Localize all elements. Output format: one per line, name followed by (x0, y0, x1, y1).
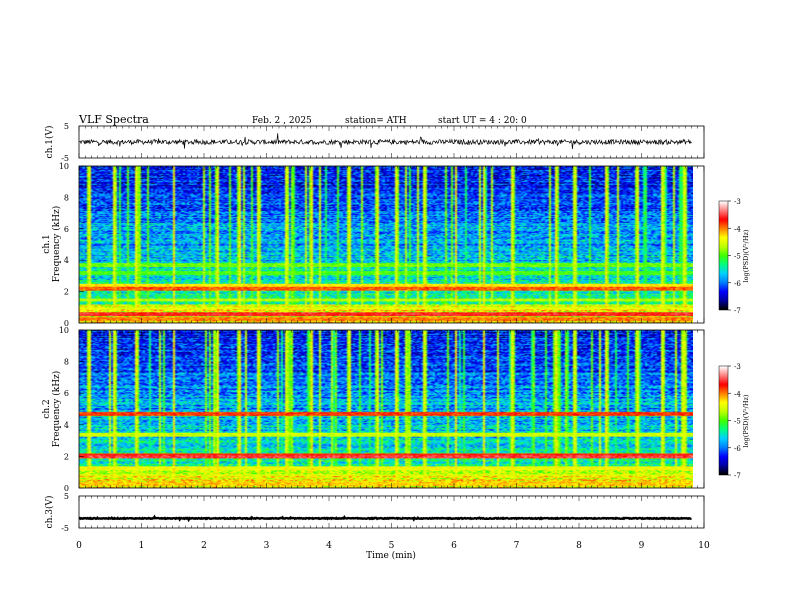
x-tick-label: 2 (201, 541, 207, 551)
ch1-colorbar-label: log(PSD)(V²/Hz) (742, 229, 750, 282)
ch2-spectrogram-ytick-label: 6 (64, 389, 69, 398)
x-tick-label: 3 (264, 541, 270, 551)
ch2-colorbar-tick-label: -7 (734, 472, 741, 480)
ch2-spectrogram-ylabel-channel: ch.2 (42, 399, 52, 418)
ch2-spectrogram-ytick-label: 0 (64, 484, 69, 493)
ch1-colorbar-tick-label: -5 (734, 253, 741, 261)
ch1-spectrogram-ytick-label: 6 (64, 225, 69, 234)
ch1-ytick-bottom: -5 (61, 154, 69, 163)
ch1-waveform-panel: 5 -5 ch.1(V) (44, 122, 705, 163)
ch3-waveform-series (78, 514, 692, 523)
ch2-spectrogram-ytick-label: 2 (64, 452, 69, 461)
x-tick-label: 4 (326, 541, 332, 551)
ch2-spectrogram-ylabel-frequency: Frequency (kHz) (51, 371, 62, 448)
ch1-spectrogram-ytick-label: 4 (64, 256, 69, 265)
ch1-colorbar-tick-label: -4 (734, 225, 741, 233)
ch3-ytick-bottom: -5 (61, 524, 69, 533)
x-tick-label: 7 (514, 541, 520, 551)
x-tick-label: 8 (576, 541, 582, 551)
ch1-colorbar-tick-label: -6 (734, 280, 741, 288)
ch2-colorbar (719, 366, 728, 475)
ch1-spectrogram-image (79, 166, 693, 323)
ch2-colorbar-tick-label: -4 (734, 390, 741, 398)
x-tick-label: 9 (639, 541, 645, 551)
ch3-ytick-top: 5 (64, 492, 69, 501)
x-axis-label: Time (min) (366, 550, 416, 561)
ch2-colorbar-label: log(PSD)(V²/Hz) (742, 394, 750, 447)
ch1-ylabel: ch.1(V) (44, 126, 55, 159)
ch1-waveform-series (78, 133, 692, 150)
ch1-spectrogram-ylabel-frequency: Frequency (kHz) (51, 206, 62, 283)
ch1-colorbar (719, 201, 728, 310)
ch1-spectrogram-ytick-label: 10 (59, 162, 69, 171)
ch1-colorbar-tick-label: -7 (734, 307, 741, 315)
start-time-label: start UT = 4 : 20: 0 (438, 116, 527, 126)
ch2-colorbar-tick-label: -5 (734, 418, 741, 426)
x-tick-label: 10 (698, 541, 710, 551)
station-label: station= ATH (345, 116, 407, 126)
ch3-waveform-panel: 5 -5 ch.3(V) (44, 492, 705, 533)
ch2-spectrogram-ytick-label: 10 (59, 326, 69, 335)
ch2-colorbar-tick-label: -3 (734, 363, 741, 371)
x-tick-label: 0 (76, 541, 82, 551)
ch3-ylabel: ch.3(V) (44, 496, 55, 529)
ch1-spectrogram-ylabel-channel: ch.1 (42, 234, 52, 253)
x-tick-label: 6 (451, 541, 457, 551)
x-tick-label: 5 (389, 541, 395, 551)
ch2-spectrogram-image (79, 330, 693, 488)
date-label: Feb. 2 , 2025 (252, 116, 312, 126)
ch2-colorbar-tick-label: -6 (734, 445, 741, 453)
figure-title: VLF Spectra (78, 113, 149, 126)
ch2-spectrogram-ytick-label: 4 (64, 421, 69, 430)
ch1-spectrogram-ytick-label: 2 (64, 288, 69, 297)
ch1-spectrogram-ytick-label: 0 (64, 319, 69, 328)
x-tick-label: 1 (139, 541, 145, 551)
ch1-spectrogram-ytick-label: 8 (64, 193, 69, 202)
ch1-ytick-top: 5 (64, 122, 69, 131)
ch2-spectrogram-ytick-label: 8 (64, 358, 69, 367)
ch1-colorbar-tick-label: -3 (734, 198, 741, 206)
